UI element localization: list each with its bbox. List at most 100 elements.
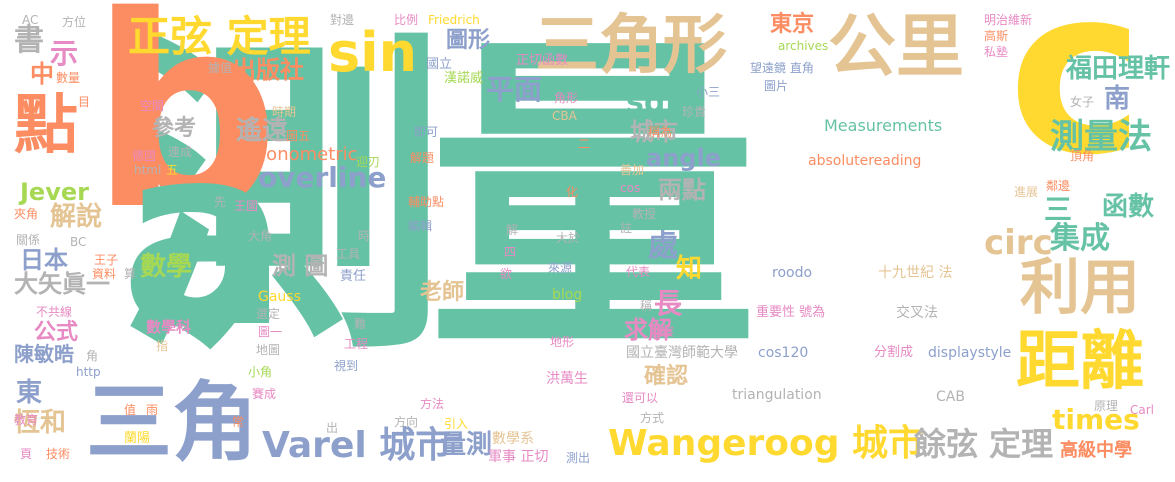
word: 數學 (140, 252, 193, 282)
word: 測量法 (1050, 117, 1152, 157)
word: times (1052, 403, 1140, 436)
word: 數學科 (146, 318, 192, 336)
word: 教授 (632, 207, 657, 221)
word: 交叉法 (896, 305, 938, 321)
word: 責任 (340, 269, 367, 284)
word: 東京 (770, 12, 815, 37)
word: 先 (214, 195, 227, 209)
word: 算 (124, 267, 137, 281)
word: 兩點 (658, 176, 706, 204)
word: 處 (648, 229, 678, 264)
word: 頁 (20, 447, 33, 461)
word: 國立臺灣師範大學 (626, 345, 738, 361)
word: 賽成 (252, 387, 277, 401)
word: Carl (1130, 403, 1154, 417)
word: 恆和 (14, 408, 67, 438)
word: 資料 (92, 267, 117, 281)
word: CBA (552, 109, 577, 123)
word: 欲 (500, 267, 513, 281)
word: 地圖 (256, 343, 281, 357)
word: 關係 (16, 233, 41, 247)
word: 漢諾威 (444, 71, 484, 86)
word: 中 (30, 60, 54, 88)
word: 南 (1104, 84, 1131, 114)
word: 不共線 (36, 305, 73, 319)
word: 五 (166, 163, 179, 177)
word: 東 (16, 378, 43, 408)
word: 國立 (426, 57, 453, 72)
word: 餘弦 定理 (914, 425, 1054, 463)
word: 集成 (1050, 221, 1110, 256)
word: 圖五 (286, 129, 311, 143)
word: 大角 (248, 229, 273, 243)
word: roodo (772, 265, 813, 281)
word: 書 (14, 23, 44, 58)
word: 對邊 (330, 13, 355, 27)
word: circ (984, 223, 1053, 263)
word: 來源 (548, 261, 573, 275)
word: 分割成 (874, 345, 914, 360)
word: c (1008, 0, 1145, 206)
word: 測 圖 (272, 252, 329, 280)
word: displaystyle (928, 345, 1012, 361)
word: 引入 (444, 417, 469, 431)
word: 註 (620, 221, 633, 235)
word: 迎刃 (356, 155, 381, 169)
word: triangulation (732, 387, 822, 403)
word: 據值 (208, 61, 233, 75)
word: 時期 (272, 105, 297, 119)
word: 王子 (94, 253, 119, 267)
word: 頂角 (1070, 149, 1095, 163)
word: 遙遠 (236, 116, 289, 146)
word: 利用 (1020, 253, 1140, 323)
word: absolutereading (808, 153, 922, 169)
word: 鄰邊 (1046, 179, 1071, 193)
word: 正弦 定理 (128, 12, 311, 61)
word: blog (552, 287, 583, 303)
word: 空間 (140, 99, 165, 113)
word: 二 (578, 137, 591, 151)
word: 常 (232, 415, 245, 429)
word: 指 (156, 339, 169, 353)
word: 珍貴 (682, 105, 707, 119)
word: 出 (326, 421, 339, 435)
word: Measurements (824, 116, 943, 135)
word: 原理 (1094, 399, 1119, 413)
word: 洪萬生 (546, 371, 588, 387)
word: 點 (14, 89, 78, 163)
word: 觀察 (650, 325, 675, 339)
word: 高斯 (984, 29, 1009, 43)
word: sqrt (626, 85, 695, 120)
word: 分為 (240, 97, 265, 111)
word: 解說 (50, 202, 103, 232)
word: BC (70, 235, 87, 249)
word: 地形 (550, 335, 575, 349)
word: 工具 (336, 247, 361, 261)
word: 小三 (696, 85, 721, 99)
word: 角 (86, 349, 99, 363)
word: 陳敏晧 (14, 342, 74, 366)
word: archives (778, 39, 829, 53)
word: 方式 (640, 411, 665, 425)
word: 四 (504, 245, 517, 259)
word: 比例 (394, 13, 419, 27)
word: 測出 (566, 451, 591, 465)
word: 工程 (344, 337, 369, 351)
word: angle (646, 144, 721, 172)
word: 私塾 (984, 45, 1009, 59)
word: 日本 (20, 246, 68, 274)
word: 高級中學 (1060, 440, 1132, 461)
word: 測量 (118, 9, 758, 393)
word: 重要性 號為 (756, 305, 826, 320)
word: CAB (936, 389, 965, 405)
word: 編輯 (408, 219, 433, 233)
word: 數量 (56, 71, 81, 85)
word: 平面 (486, 73, 543, 106)
word: 方位 (62, 15, 87, 29)
word: Trigonometric (234, 144, 358, 165)
word: 知 (676, 254, 703, 284)
word: 還可以 (622, 391, 659, 405)
word: 選定 (256, 307, 281, 321)
word: 即可 (414, 125, 439, 139)
